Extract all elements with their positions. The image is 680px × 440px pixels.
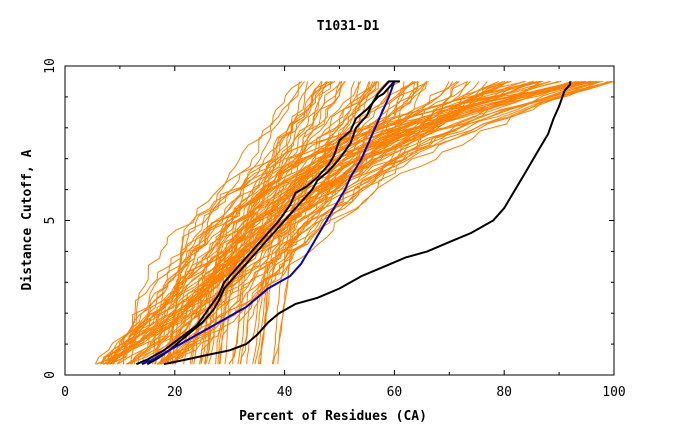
model-curve bbox=[246, 80, 615, 365]
model-curve bbox=[116, 81, 300, 365]
model-curve bbox=[204, 80, 592, 365]
model-curve bbox=[239, 80, 600, 365]
chart-title: T1031-D1 bbox=[317, 19, 380, 34]
x-axis-label: Percent of Residues (CA) bbox=[239, 409, 427, 424]
x-tick-label: 40 bbox=[277, 385, 293, 400]
x-tick-label: 80 bbox=[496, 385, 512, 400]
model-curves bbox=[94, 80, 615, 365]
model-curve bbox=[160, 81, 460, 365]
model-curve bbox=[106, 81, 371, 365]
model-curve bbox=[258, 80, 598, 365]
y-tick-label: 0 bbox=[43, 371, 58, 379]
model-curve bbox=[117, 81, 427, 365]
axis-ticks: 0 20 40 60 80 100 0 5 10 bbox=[43, 58, 626, 400]
y-tick-label: 5 bbox=[43, 217, 58, 225]
model-curve bbox=[193, 80, 538, 365]
y-axis-label: Distance Cutoff, A bbox=[20, 149, 35, 290]
model-curve bbox=[217, 80, 583, 365]
model-curve bbox=[167, 80, 541, 365]
y-tick-label: 10 bbox=[43, 58, 58, 74]
model-curve bbox=[154, 80, 541, 365]
x-tick-label: 0 bbox=[61, 385, 69, 400]
series-line-black-3 bbox=[163, 81, 572, 366]
model-curve bbox=[106, 80, 336, 365]
model-curve bbox=[172, 80, 577, 365]
model-curve bbox=[272, 80, 598, 365]
model-curve bbox=[142, 81, 416, 365]
x-tick-label: 60 bbox=[387, 385, 403, 400]
model-curve bbox=[240, 80, 551, 365]
model-curve bbox=[107, 80, 303, 365]
model-curve bbox=[271, 80, 577, 365]
model-curve bbox=[204, 80, 600, 365]
series-line-blue bbox=[141, 81, 396, 366]
series-line-black-2 bbox=[146, 80, 395, 366]
model-curve bbox=[123, 80, 559, 365]
model-curve bbox=[252, 80, 586, 365]
highlight-curves bbox=[136, 80, 572, 366]
model-curve bbox=[100, 80, 332, 365]
model-curve bbox=[129, 80, 585, 365]
model-curve bbox=[218, 80, 562, 365]
x-tick-label: 20 bbox=[167, 385, 183, 400]
x-tick-label: 100 bbox=[602, 385, 625, 400]
